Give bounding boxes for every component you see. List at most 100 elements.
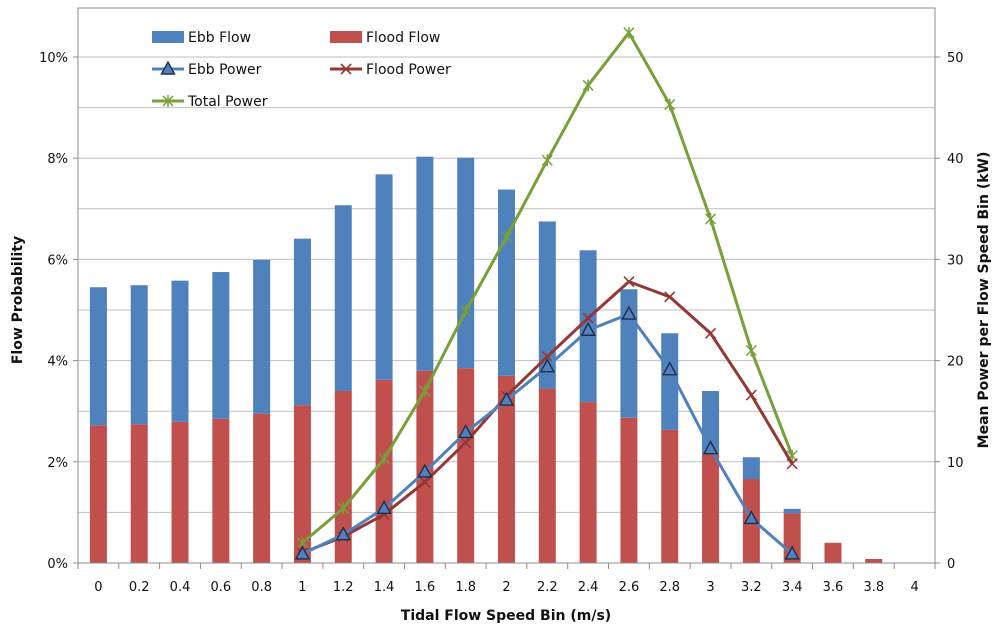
ebb-flow-bar [171, 280, 189, 422]
x-tick-label: 1.4 [374, 580, 395, 595]
y-tick-label: 2% [47, 456, 68, 471]
flood-flow-bar [579, 402, 597, 563]
total-power-point [419, 384, 431, 397]
flood-flow-bar [293, 405, 311, 563]
x-tick-label: 3.2 [741, 580, 762, 595]
total-power-point [378, 452, 390, 465]
flood-power-point [786, 458, 798, 470]
ebb-flow-bar [130, 285, 148, 425]
ebb-power-point [621, 305, 637, 320]
y2-tick-label: 40 [947, 152, 964, 167]
flood-power-point-stroke [419, 476, 431, 488]
flood-flow-bar [457, 368, 475, 563]
ebb-flow-bar [783, 508, 801, 514]
ebb-power-point [417, 463, 433, 478]
flood-flow-bar [212, 418, 230, 563]
total-power-point [705, 212, 717, 225]
ebb-flow-bar [375, 174, 393, 380]
total-power-point [541, 154, 553, 167]
y-tick-label: 6% [47, 253, 68, 268]
ebb-flow-bar [498, 189, 515, 376]
ebb-power-point [702, 440, 719, 455]
ebb-flow-bar [212, 272, 230, 419]
ebb-flow-bar [416, 156, 434, 371]
y2-tick-label: 50 [947, 51, 964, 66]
legend-swatch-flood-flow [330, 31, 362, 43]
y2-tick-label: 0 [947, 557, 955, 572]
flood-power-point-stroke [704, 327, 717, 339]
ebb-flow-bar [334, 205, 352, 391]
legend-label-ebb-flow: Ebb Flow [188, 30, 251, 46]
total-power-point [623, 26, 635, 39]
x-tick-label: 1.6 [415, 580, 436, 595]
flood-power-point-stroke [541, 350, 553, 363]
total-power-point [500, 231, 513, 244]
x-tick-label: 2.6 [619, 580, 640, 595]
flood-power-point-stroke [623, 276, 635, 288]
flood-flow-bar [661, 429, 679, 563]
x-tick-label: 1.2 [333, 580, 354, 595]
ebb-flow-bar [538, 221, 556, 389]
ebb-flow-bar [742, 457, 760, 480]
ebb-power-point [335, 526, 351, 541]
x-tick-label: 1.8 [455, 580, 476, 595]
flood-flow-bar [538, 388, 556, 563]
x-tick-label: 0.2 [129, 580, 150, 595]
ebb-power-point [580, 321, 596, 336]
total-power-point [337, 502, 349, 515]
flood-flow-bar [130, 424, 148, 563]
ebb-power-point [743, 510, 760, 525]
y-axis-title: Flow Probability [10, 236, 26, 364]
ebb-power-point [539, 358, 555, 373]
lines [294, 26, 800, 560]
flood-flow-bar [824, 542, 842, 563]
legend-marker-ebb-power [160, 60, 176, 75]
ebb-power-point [662, 361, 678, 376]
flood-power-point-stroke [664, 291, 676, 303]
x-tick-label: 0.6 [210, 580, 231, 595]
flood-flow-bar [253, 413, 271, 563]
legend-label-ebb-power: Ebb Power [188, 62, 262, 78]
flood-flow-bar [702, 454, 720, 563]
x-tick-label: 2.4 [578, 580, 599, 595]
ebb-flow-bar [293, 238, 311, 406]
x-axis-title: Tidal Flow Speed Bin (m/s) [401, 608, 611, 624]
ebb-power-point [784, 545, 800, 560]
plot-area-border [77, 7, 936, 564]
y2-tick-label: 10 [947, 456, 964, 471]
flood-power-point [664, 291, 676, 303]
flood-power-point [704, 327, 717, 339]
x-tick-label: 3 [706, 580, 714, 595]
ebb-flow-bar [661, 333, 679, 430]
total-power-point [664, 98, 676, 111]
legend-swatch-ebb-flow [152, 31, 184, 43]
flood-flow-bar [498, 375, 515, 563]
ebb-power-point [376, 499, 392, 515]
y2-tick-label: 20 [947, 355, 964, 370]
flood-power-point [419, 476, 431, 488]
x-tick-label: 2 [502, 580, 510, 595]
y-tick-label: 8% [47, 152, 68, 167]
flood-power-point [460, 437, 472, 449]
x-tick-label: 0.4 [170, 580, 191, 595]
flood-flow-bar [334, 390, 352, 563]
y2-tick-label: 30 [947, 253, 964, 268]
y-tick-label: 10% [39, 51, 68, 66]
flood-power-point-stroke [460, 437, 472, 449]
x-tick-label: 0.8 [251, 580, 272, 595]
x-tick-label: 3.4 [782, 580, 803, 595]
legend-label-total-power: Total Power [187, 94, 268, 110]
x-tick-label: 3.6 [823, 580, 844, 595]
legend-label-flood-power: Flood Power [366, 62, 451, 78]
flood-power-point-stroke [745, 389, 757, 401]
flood-power-point-stroke [786, 458, 798, 470]
flood-power-point [541, 350, 553, 363]
ebb-flow-bar [457, 157, 475, 369]
flood-flow-bar [89, 425, 107, 563]
flood-flow-bar [865, 558, 883, 563]
bars [89, 156, 883, 563]
flood-power-point [582, 312, 594, 324]
legend-marker-total-power [162, 95, 174, 107]
ebb-flow-bar [89, 287, 107, 426]
